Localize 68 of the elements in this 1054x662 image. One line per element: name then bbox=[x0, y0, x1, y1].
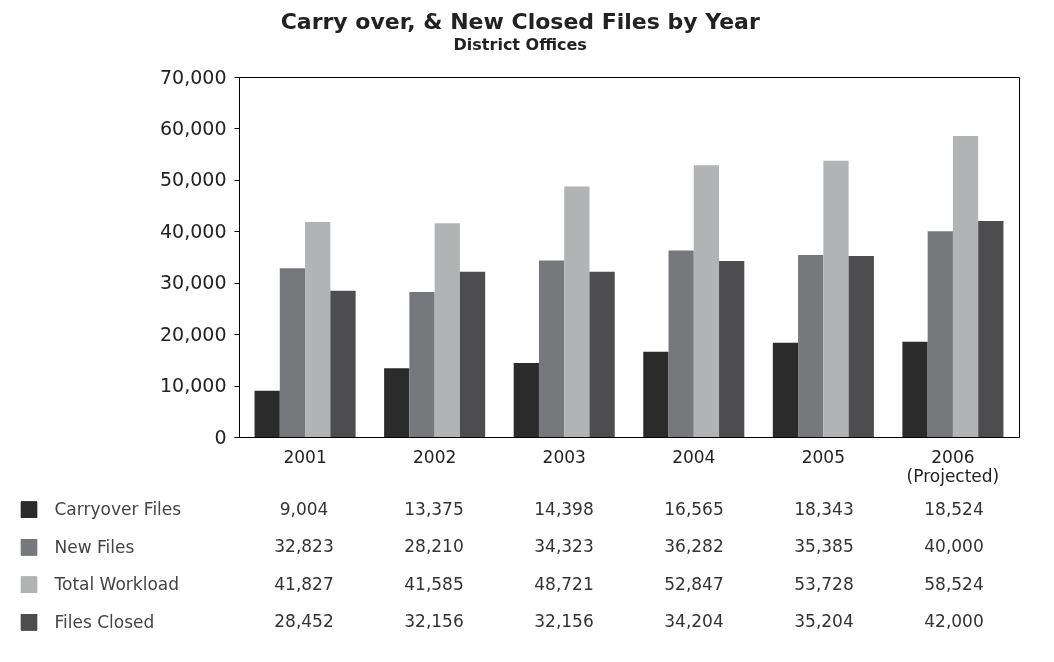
bar bbox=[978, 221, 1004, 437]
data-label: 34,204 bbox=[664, 611, 724, 632]
legend-label: Files Closed bbox=[54, 611, 155, 632]
data-label: 16,565 bbox=[664, 498, 724, 519]
data-label: 41,585 bbox=[404, 573, 464, 594]
data-label: 35,204 bbox=[794, 611, 854, 632]
data-label: 36,282 bbox=[664, 536, 724, 557]
legend-label: Total Workload bbox=[53, 574, 179, 595]
data-label: 40,000 bbox=[924, 536, 984, 557]
bar bbox=[384, 368, 410, 437]
x-tick-label: 2005 bbox=[801, 446, 845, 467]
x-tick-label: 2002 bbox=[413, 446, 457, 467]
y-tick-label: 60,000 bbox=[160, 116, 227, 139]
data-label: 32,156 bbox=[534, 611, 594, 632]
bar bbox=[848, 255, 874, 437]
data-label: 13,375 bbox=[404, 498, 464, 519]
data-label: 28,210 bbox=[404, 536, 464, 557]
data-label: 32,156 bbox=[404, 611, 464, 632]
bar bbox=[538, 260, 565, 437]
bar bbox=[513, 362, 539, 437]
data-label: 53,728 bbox=[794, 573, 854, 594]
bar bbox=[693, 165, 720, 437]
x-tick-label: 2006 (Projected) bbox=[906, 446, 1000, 486]
bar bbox=[279, 268, 306, 437]
bar bbox=[459, 271, 486, 437]
y-tick-label: 0 bbox=[214, 425, 227, 448]
bar bbox=[254, 390, 280, 437]
y-tick-label: 10,000 bbox=[160, 374, 227, 397]
y-tick-label: 50,000 bbox=[160, 168, 227, 191]
data-label: 35,385 bbox=[794, 536, 854, 557]
data-label: 9,004 bbox=[279, 498, 329, 519]
data-label: 18,343 bbox=[794, 498, 854, 519]
y-tick-label: 30,000 bbox=[160, 271, 227, 294]
data-label: 34,323 bbox=[534, 536, 594, 557]
x-tick-label: 2001 bbox=[283, 446, 327, 467]
bar bbox=[823, 160, 849, 437]
bar bbox=[409, 291, 435, 437]
data-label: 18,524 bbox=[924, 498, 984, 519]
data-label: 14,398 bbox=[534, 498, 594, 519]
data-label: 58,524 bbox=[924, 573, 984, 594]
data-label: 28,452 bbox=[274, 611, 334, 632]
bar bbox=[643, 351, 669, 437]
y-tick-label: 40,000 bbox=[160, 219, 227, 242]
bar bbox=[589, 271, 615, 437]
bar bbox=[668, 250, 694, 437]
bar bbox=[330, 290, 356, 437]
data-label: 42,000 bbox=[924, 611, 984, 632]
bar bbox=[305, 221, 331, 437]
data-label: 41,827 bbox=[274, 573, 334, 594]
bar bbox=[927, 231, 953, 437]
y-tick-label: 70,000 bbox=[160, 65, 227, 88]
bar bbox=[772, 342, 799, 437]
legend-label: New Files bbox=[54, 536, 135, 557]
data-label: 32,823 bbox=[274, 536, 334, 557]
legend-label: Carryover Files bbox=[54, 499, 182, 520]
x-tick-label: 2003 bbox=[542, 446, 586, 467]
x-tick-label: 2004 bbox=[672, 446, 716, 467]
bar bbox=[902, 341, 928, 437]
chart-title: Carry over, & New Closed Files by Year bbox=[280, 8, 760, 34]
bar bbox=[434, 223, 460, 437]
bar bbox=[719, 261, 745, 437]
bar bbox=[564, 186, 590, 437]
data-label: 52,847 bbox=[664, 573, 724, 594]
bar bbox=[798, 255, 824, 437]
y-tick-label: 20,000 bbox=[160, 322, 227, 345]
data-label: 48,721 bbox=[534, 573, 594, 594]
bar bbox=[952, 136, 979, 437]
chart-subtitle: District Offices bbox=[453, 34, 587, 54]
